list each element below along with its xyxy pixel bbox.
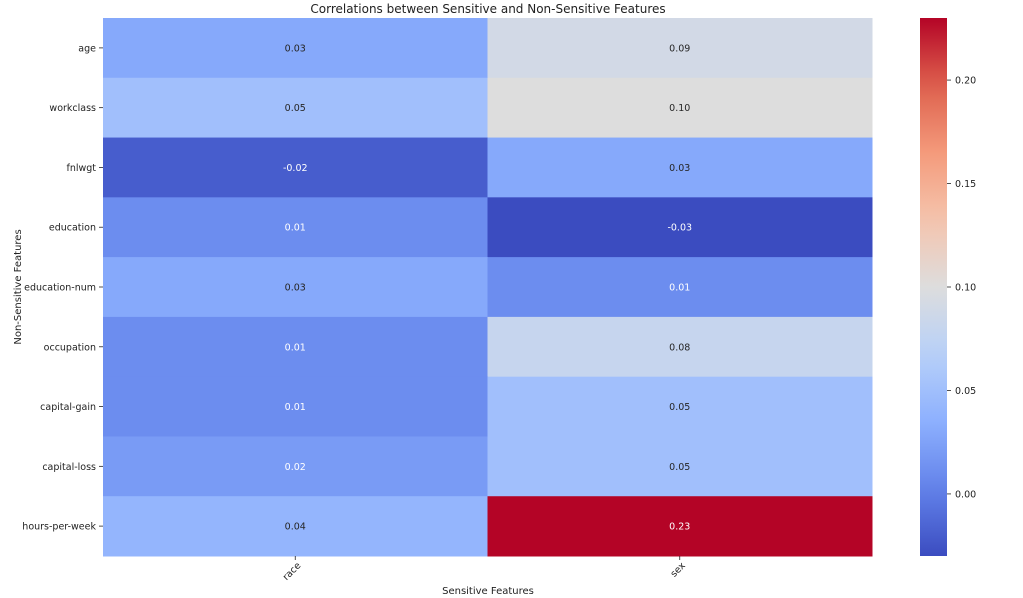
heatmap-cell bbox=[487, 137, 873, 198]
y-tick-label: education-num bbox=[24, 283, 96, 294]
y-axis-ticks: age workclass fnlwgt education education-num… bbox=[22, 43, 103, 533]
cell-value-label: 0.01 bbox=[669, 283, 690, 294]
cell-value-label: 0.10 bbox=[669, 103, 690, 114]
colorbar-tick-label: 0.20 bbox=[955, 76, 976, 87]
colorbar-tick-label: 0.10 bbox=[955, 283, 976, 294]
cell-value-label: 0.04 bbox=[285, 522, 306, 533]
cell-value-label: 0.09 bbox=[669, 43, 690, 54]
heatmap-cell bbox=[103, 77, 488, 139]
heatmap-cell bbox=[487, 496, 873, 557]
heatmap-cell bbox=[487, 197, 873, 258]
colorbar-tick-label: 0.00 bbox=[955, 489, 976, 500]
cell-value-label: -0.03 bbox=[667, 223, 692, 234]
cell-value-label: 0.08 bbox=[669, 342, 690, 353]
cell-value-label: 0.03 bbox=[285, 283, 306, 294]
cell-value-label: 0.01 bbox=[285, 223, 306, 234]
cell-value-label: 0.05 bbox=[669, 462, 690, 473]
heatmap-cell bbox=[487, 257, 873, 318]
colorbar-ticks: 0.00 0.05 0.10 0.15 0.20 bbox=[947, 76, 976, 500]
heatmap-cells: 0.03 0.09 0.05 0.10 -0.02 0.03 0.01 -0.03 0.03 0.… bbox=[103, 18, 873, 557]
heatmap-cell bbox=[487, 376, 873, 437]
heatmap-cell bbox=[103, 197, 488, 258]
colorbar-tick-label: 0.05 bbox=[955, 386, 976, 397]
y-tick-label: capital-gain bbox=[40, 402, 96, 413]
heatmap-cell bbox=[103, 316, 488, 378]
y-tick-label: occupation bbox=[44, 342, 96, 353]
cell-value-label: 0.23 bbox=[669, 522, 690, 533]
y-tick-label: capital-loss bbox=[42, 462, 96, 473]
heatmap-cell bbox=[487, 436, 873, 497]
cell-value-label: 0.03 bbox=[669, 163, 690, 174]
cell-value-label: 0.02 bbox=[285, 462, 306, 473]
colorbar-tick-label: 0.15 bbox=[955, 179, 976, 190]
x-tick-label: race bbox=[281, 560, 304, 583]
heatmap-cell bbox=[103, 257, 488, 318]
y-tick-label: workclass bbox=[49, 103, 96, 114]
x-tick-label: sex bbox=[669, 560, 689, 580]
x-axis-label: Sensitive Features bbox=[442, 586, 534, 597]
heatmap-cell bbox=[103, 376, 488, 437]
cell-value-label: 0.01 bbox=[285, 402, 306, 413]
chart-title: Correlations between Sensitive and Non-S… bbox=[310, 2, 665, 16]
heatmap-cell bbox=[103, 18, 488, 79]
heatmap-cell bbox=[103, 436, 488, 497]
heatmap-cell bbox=[103, 137, 488, 198]
y-tick-label: hours-per-week bbox=[22, 522, 96, 533]
cell-value-label: 0.05 bbox=[285, 103, 306, 114]
cell-value-label: -0.02 bbox=[283, 163, 308, 174]
cell-value-label: 0.05 bbox=[669, 402, 690, 413]
y-tick-label: education bbox=[49, 223, 96, 234]
y-axis-label: Non-Sensitive Features bbox=[13, 229, 24, 344]
heatmap-cell bbox=[487, 316, 873, 378]
cell-value-label: 0.03 bbox=[285, 43, 306, 54]
heatmap-cell bbox=[103, 496, 488, 557]
heatmap-cell bbox=[487, 18, 873, 79]
cell-value-label: 0.01 bbox=[285, 342, 306, 353]
heatmap-cell bbox=[487, 77, 873, 139]
y-tick-label: fnlwgt bbox=[66, 163, 96, 174]
colorbar bbox=[920, 18, 947, 556]
x-axis-ticks: race sex bbox=[281, 556, 688, 583]
y-tick-label: age bbox=[78, 43, 96, 54]
